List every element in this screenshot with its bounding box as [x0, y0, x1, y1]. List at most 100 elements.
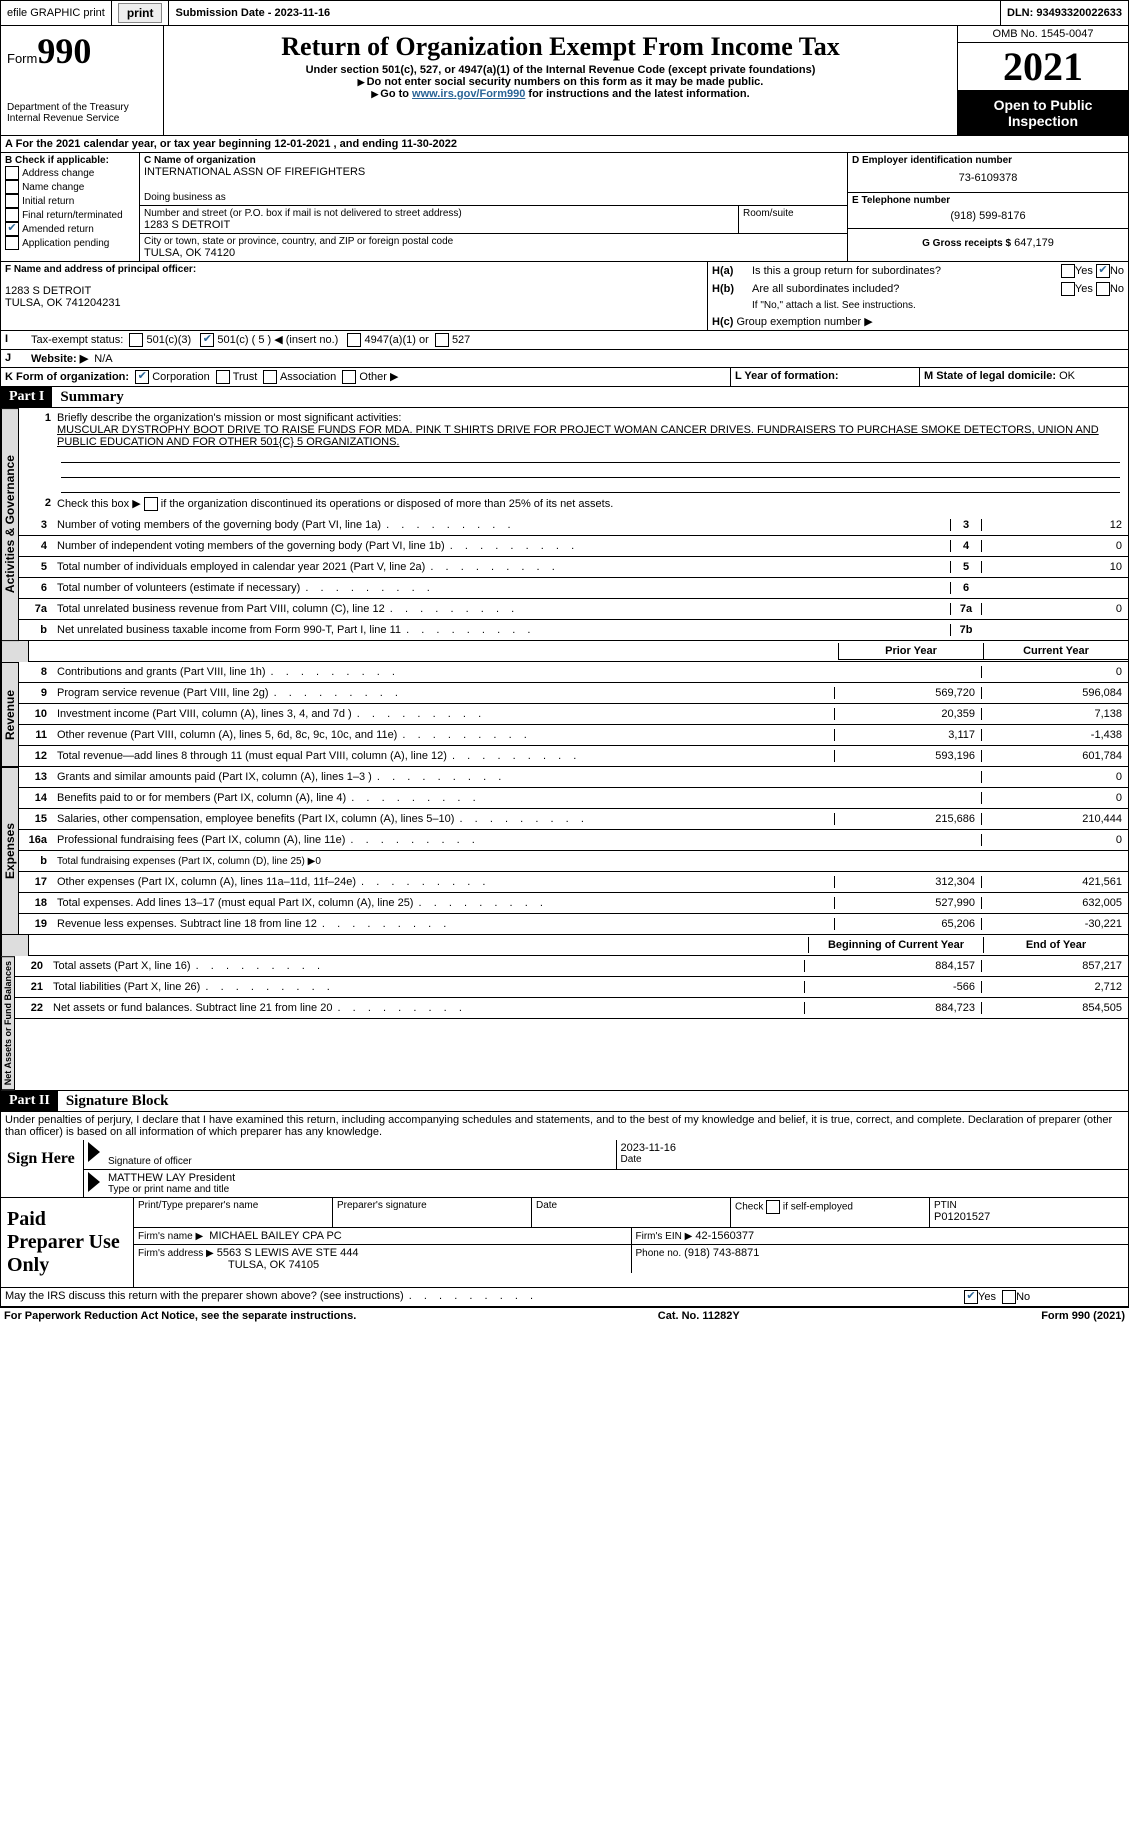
line-19-text: Revenue less expenses. Subtract line 18 … [53, 916, 834, 932]
k-assoc[interactable] [263, 370, 277, 384]
check-address-change[interactable] [5, 166, 19, 180]
i-501c[interactable] [200, 333, 214, 347]
part2-label: Part II [1, 1091, 58, 1111]
header-left: Form990 Department of the Treasury Inter… [1, 26, 164, 135]
irs-link[interactable]: www.irs.gov/Form990 [412, 88, 525, 100]
line-3-text: Number of voting members of the governin… [53, 517, 950, 533]
k-corp[interactable] [135, 370, 149, 384]
hc-text: Group exemption number ▶ [736, 316, 872, 328]
footer-right: Form 990 (2021) [1041, 1310, 1125, 1322]
irs-label: Internal Revenue Service [7, 113, 157, 124]
i-label: Tax-exempt status: [31, 334, 123, 346]
line1-text: MUSCULAR DYSTROPHY BOOT DRIVE TO RAISE F… [57, 424, 1099, 448]
print-button[interactable]: print [118, 3, 163, 23]
line-16a-current: 0 [981, 834, 1128, 846]
firm-ein-label: Firm's EIN ▶ [636, 1231, 693, 1242]
i-4947[interactable] [347, 333, 361, 347]
ptin-value: P01201527 [934, 1211, 1124, 1223]
g-label: G Gross receipts $ [922, 238, 1011, 249]
org-name: INTERNATIONAL ASSN OF FIREFIGHTERS [144, 166, 843, 178]
header-mid: Return of Organization Exempt From Incom… [164, 26, 957, 135]
arrow-icon [88, 1172, 100, 1192]
header-sub3-post: for instructions and the latest informat… [525, 88, 749, 100]
header-sub2: Do not enter social security numbers on … [168, 76, 953, 88]
section-c: C Name of organization INTERNATIONAL ASS… [140, 153, 847, 261]
header-sub3-pre: Go to [380, 88, 412, 100]
form-word: Form [7, 51, 37, 66]
city-value: TULSA, OK 74120 [144, 247, 843, 259]
prep-sig-label: Preparer's signature [337, 1200, 527, 1211]
line-9-text: Program service revenue (Part VIII, line… [53, 685, 834, 701]
self-employed-check[interactable] [766, 1200, 780, 1214]
footer-left: For Paperwork Reduction Act Notice, see … [4, 1310, 356, 1322]
ha-text: Is this a group return for subordinates? [752, 265, 1061, 277]
line-7a-text: Total unrelated business revenue from Pa… [53, 601, 950, 617]
city-label: City or town, state or province, country… [144, 236, 843, 247]
line-22-text: Net assets or fund balances. Subtract li… [49, 1000, 804, 1016]
boy-header: Beginning of Current Year [808, 937, 983, 953]
e-label: E Telephone number [852, 195, 1124, 206]
firm-ein: 42-1560377 [695, 1230, 754, 1242]
line-b-text: Total fundraising expenses (Part IX, col… [53, 854, 834, 869]
line-11-current: -1,438 [981, 729, 1128, 741]
header-sub1: Under section 501(c), 527, or 4947(a)(1)… [168, 64, 953, 76]
part1-title: Summary [52, 389, 123, 406]
check-initial-return[interactable] [5, 194, 19, 208]
line-6-text: Total number of volunteers (estimate if … [53, 580, 950, 596]
f-label: F Name and address of principal officer: [5, 264, 703, 275]
line2-check[interactable] [144, 497, 158, 511]
part2-title: Signature Block [58, 1093, 169, 1110]
check-name-change[interactable] [5, 180, 19, 194]
firm-addr-label: Firm's address ▶ [138, 1248, 214, 1259]
open-public-badge: Open to Public Inspection [958, 91, 1128, 135]
paid-preparer-label: Paid Preparer Use Only [1, 1198, 134, 1287]
declaration-text: Under penalties of perjury, I declare th… [0, 1112, 1129, 1140]
line-15-current: 210,444 [981, 813, 1128, 825]
line-21-current: 2,712 [981, 981, 1128, 993]
h-note: If "No," attach a list. See instructions… [708, 298, 1128, 313]
section-deg: D Employer identification number 73-6109… [847, 153, 1128, 261]
line-20-current: 857,217 [981, 960, 1128, 972]
footer-mid: Cat. No. 11282Y [658, 1310, 740, 1322]
line-21-text: Total liabilities (Part X, line 26) [49, 979, 804, 995]
tax-year: 2021 [958, 43, 1128, 91]
firm-name-label: Firm's name ▶ [138, 1231, 203, 1242]
k-trust[interactable] [216, 370, 230, 384]
k-label: K Form of organization: [5, 371, 129, 383]
vtab-revenue: Revenue [1, 662, 19, 767]
vtab-governance: Activities & Governance [1, 408, 19, 641]
submission-date-label: Submission Date - [175, 7, 271, 19]
line-17-current: 421,561 [981, 876, 1128, 888]
line-4-value: 0 [981, 540, 1128, 552]
officer-addr2: TULSA, OK 741204231 [5, 297, 703, 309]
ptin-label: PTIN [934, 1200, 1124, 1211]
line-8-current: 0 [981, 666, 1128, 678]
line-19-prior: 65,206 [834, 918, 981, 930]
b-label: B Check if applicable: [5, 155, 135, 166]
line-5-text: Total number of individuals employed in … [53, 559, 950, 575]
line-14-current: 0 [981, 792, 1128, 804]
j-label: Website: ▶ [31, 353, 88, 365]
officer-addr1: 1283 S DETROIT [5, 285, 703, 297]
hb-yes[interactable] [1061, 282, 1075, 296]
check-app-pending[interactable] [5, 236, 19, 250]
vtab-netassets: Net Assets or Fund Balances [1, 956, 15, 1090]
discuss-yes[interactable] [964, 1290, 978, 1304]
line-17-prior: 312,304 [834, 876, 981, 888]
line-9-prior: 569,720 [834, 687, 981, 699]
ha-no[interactable] [1096, 264, 1110, 278]
line-12-current: 601,784 [981, 750, 1128, 762]
firm-phone: (918) 743-8871 [684, 1247, 759, 1259]
ha-yes[interactable] [1061, 264, 1075, 278]
sig-officer-label: Signature of officer [108, 1156, 612, 1167]
line-13-text: Grants and similar amounts paid (Part IX… [53, 769, 834, 785]
i-527[interactable] [435, 333, 449, 347]
discuss-no[interactable] [1002, 1290, 1016, 1304]
i-501c3[interactable] [129, 333, 143, 347]
k-other[interactable] [342, 370, 356, 384]
check-final-return[interactable] [5, 208, 19, 222]
hb-no[interactable] [1096, 282, 1110, 296]
line-10-current: 7,138 [981, 708, 1128, 720]
check-amended-return[interactable] [5, 222, 19, 236]
firm-phone-label: Phone no. [636, 1248, 682, 1259]
